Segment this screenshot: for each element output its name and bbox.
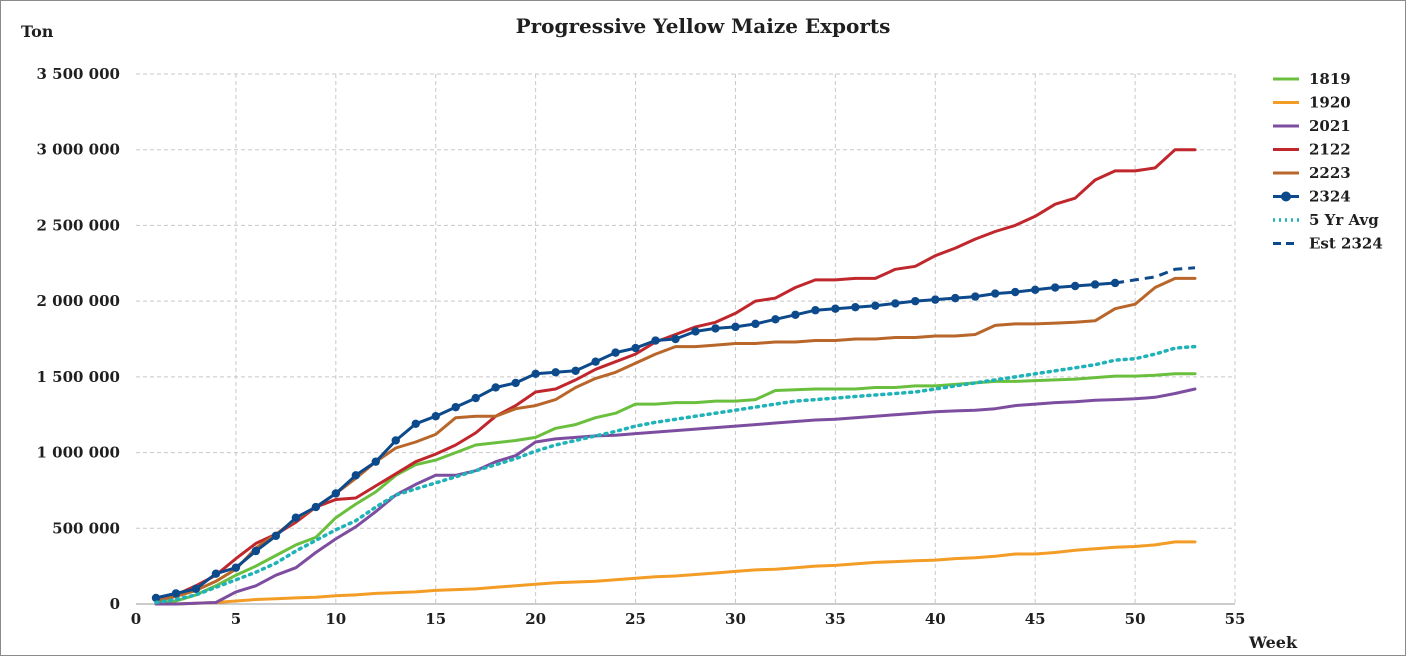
series-point-2324: [951, 293, 960, 303]
series-point-2324: [691, 327, 700, 336]
x-tick-label: 25: [625, 610, 646, 628]
series-point-2324: [151, 593, 161, 603]
legend-label-2223: 2223: [1309, 164, 1351, 182]
series-point-2324: [551, 368, 560, 377]
series-point-2324: [611, 348, 620, 357]
series-point-2324: [191, 584, 201, 594]
x-tick-label: 5: [231, 610, 241, 628]
series-point-2324: [231, 563, 241, 572]
series-point-2324: [911, 296, 920, 306]
y-tick-labels: 0 500 000 1 000 000 1 500 000 2 000 000 2 500…: [36, 65, 120, 613]
legend-label-1819: 1819: [1309, 70, 1351, 88]
y-tick-label: 3 000 000: [36, 141, 120, 159]
y-axis-label: Ton: [21, 22, 54, 41]
series-point-2324: [1011, 287, 1020, 297]
x-tick-label: 35: [825, 610, 846, 628]
grid-lines: [136, 73, 1236, 604]
series-point-2324: [571, 366, 580, 375]
series-point-2324: [431, 412, 440, 421]
x-tick-label: 30: [725, 610, 746, 628]
series-point-2324: [331, 489, 341, 498]
series-point-2324: [871, 301, 880, 310]
legend-label-2324: 2324: [1309, 188, 1351, 206]
plot-area: [151, 148, 1197, 606]
y-tick-label: 2 000 000: [36, 292, 120, 310]
x-tick-label: 50: [1125, 610, 1146, 628]
series-point-2324: [251, 546, 261, 556]
series-point-2324: [591, 357, 600, 366]
x-tick-label: 20: [525, 610, 546, 628]
series-point-2324: [471, 393, 480, 403]
y-tick-label: 500 000: [52, 519, 120, 537]
series-point-2324: [651, 336, 660, 345]
series-point-2324: [1050, 283, 1060, 292]
series-point-2324: [631, 343, 640, 353]
series-point-2324: [211, 569, 221, 578]
series-point-2324: [351, 471, 360, 480]
y-tick-label: 0: [110, 595, 120, 613]
series-point-2324: [171, 589, 181, 598]
legend-label-2122: 2122: [1309, 141, 1351, 159]
series-point-2324: [391, 436, 400, 445]
series-point-2324: [771, 315, 780, 324]
series-point-2324: [891, 299, 900, 308]
series-point-2324: [971, 292, 980, 301]
series-point-2324: [451, 402, 460, 412]
y-tick-label: 1 500 000: [36, 368, 120, 386]
legend: 1819 1920 2021 2122 2223 2324 5 Yr Avg Est 2324: [1273, 70, 1383, 253]
series-point-2324: [411, 419, 420, 428]
x-axis-label: Week: [1248, 633, 1298, 652]
legend-label-est-2324: Est 2324: [1309, 235, 1383, 253]
series-point-2324: [1070, 281, 1080, 291]
series-point-2324: [511, 378, 520, 388]
series-line-1819: [154, 372, 1197, 604]
x-tick-label: 55: [1225, 610, 1246, 628]
legend-label-2021: 2021: [1309, 117, 1351, 135]
series-point-2324: [831, 304, 840, 313]
series-point-2324: [811, 306, 820, 315]
x-tick-label: 45: [1025, 610, 1046, 628]
legend-marker-2324: [1281, 191, 1291, 202]
series-point-2324: [851, 303, 860, 312]
series-point-2324: [991, 289, 1000, 298]
x-tick-labels: 0 5 10 15 20 25 30 35 40 45 50 55: [131, 610, 1246, 628]
series-point-2324: [491, 383, 500, 392]
x-tick-label: 10: [325, 610, 346, 628]
series-point-2324: [1030, 285, 1040, 294]
series-point-2324: [531, 369, 540, 379]
y-tick-label: 1 000 000: [36, 444, 120, 462]
series-point-2324: [751, 319, 760, 329]
x-tick-label: 0: [131, 610, 141, 628]
y-tick-label: 3 500 000: [36, 65, 120, 83]
series-line-2122: [154, 148, 1197, 603]
x-tick-label: 40: [925, 610, 946, 628]
series-point-2324: [291, 513, 301, 522]
series-point-2324: [271, 531, 281, 541]
series-point-2324: [371, 457, 380, 466]
y-tick-label: 2 500 000: [36, 216, 120, 234]
series-point-2324: [931, 295, 940, 304]
series-point-2324: [731, 322, 740, 332]
chart-title: Progressive Yellow Maize Exports: [516, 14, 891, 38]
series-point-2324: [1090, 280, 1100, 289]
x-tick-label: 15: [425, 610, 446, 628]
series-line-5-yr-avg: [154, 344, 1197, 605]
series-point-2324: [671, 334, 680, 344]
series-line-1920: [154, 540, 1197, 606]
series-line-est-2324: [1114, 266, 1196, 285]
legend-label-5-yr-avg: 5 Yr Avg: [1309, 211, 1379, 229]
legend-label-1920: 1920: [1309, 94, 1351, 112]
series-point-2324: [311, 502, 321, 512]
series-point-2324: [791, 310, 800, 319]
series-line-2021: [154, 387, 1197, 606]
series-point-2324: [711, 324, 720, 333]
